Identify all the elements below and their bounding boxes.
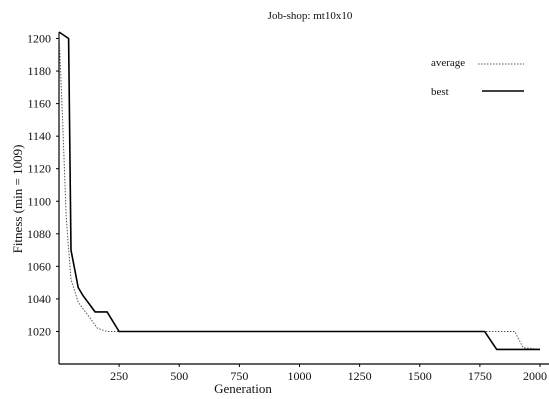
x-tick-label: 1500 (408, 369, 432, 383)
y-axis-title: Fitness (min = 1009) (10, 145, 25, 254)
y-tick-label: 1080 (27, 227, 51, 241)
y-tick-label: 1140 (27, 129, 51, 143)
y-tick-label: 1020 (27, 324, 51, 338)
y-tick-label: 1120 (27, 162, 51, 176)
x-axis-ticks: 250 500 750 1000 1250 1500 1750 2000 (110, 364, 547, 383)
chart-title: Job-shop: mt10x10 (268, 10, 353, 22)
legend-label-average: average (431, 57, 465, 69)
y-tick-label: 1060 (27, 259, 51, 273)
y-axis-ticks: 1020 1040 1060 1080 1100 1120 1140 1160 1180 1200 (27, 32, 59, 338)
x-axis-title: Generation (214, 381, 272, 396)
x-tick-label: 750 (230, 369, 248, 383)
x-tick-label: 1250 (348, 369, 372, 383)
series-line-average (58, 31, 541, 350)
x-tick-label: 1750 (468, 369, 492, 383)
x-tick-label: 1000 (288, 369, 312, 383)
x-tick-label: 500 (170, 369, 188, 383)
y-tick-label: 1180 (27, 64, 51, 78)
x-tick-label: 2000 (523, 369, 547, 383)
y-tick-label: 1160 (27, 97, 51, 111)
x-tick-label: 250 (110, 369, 128, 383)
series-layer (58, 31, 541, 351)
legend-label-best: best (431, 86, 449, 98)
y-tick-label: 1040 (27, 292, 51, 306)
plot-area (58, 32, 549, 365)
legend: average best (431, 57, 524, 98)
y-tick-label: 1100 (27, 194, 51, 208)
series-line-best (58, 31, 540, 351)
y-tick-label: 1200 (27, 32, 51, 46)
